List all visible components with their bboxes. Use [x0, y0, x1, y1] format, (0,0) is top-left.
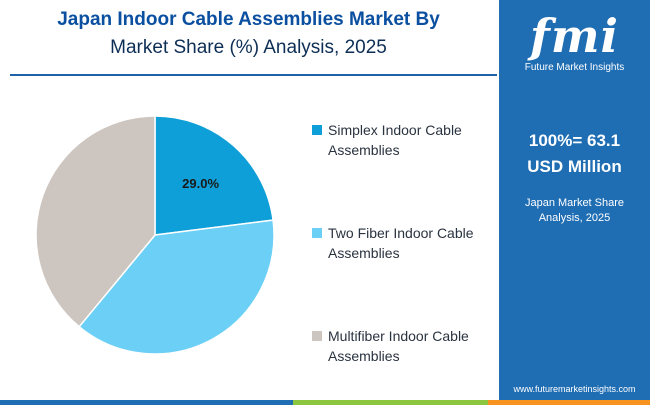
panel-note: Japan Market Share Analysis, 2025 [499, 196, 650, 226]
bottom-bar-segment-3 [487, 400, 650, 405]
panel-note-line1: Japan Market Share [524, 197, 625, 209]
legend-label: Two Fiber Indoor Cable Assemblies [328, 223, 474, 263]
pie-slice-1 [154, 115, 274, 236]
chart-title-line1: Japan Indoor Cable Assemblies Market By [57, 9, 440, 30]
chart-title-line2: Market Share (%) Analysis, 2025 [110, 37, 387, 58]
legend-label: Multifiber Indoor Cable Assemblies [328, 326, 469, 366]
total-value: 100%= 63.1 USD Million [499, 128, 650, 180]
website-url[interactable]: www.futuremarketinsights.com [513, 384, 636, 394]
logo-letters: fmi [530, 9, 619, 63]
panel-note-line2: Analysis, 2025 [538, 212, 611, 224]
legend-label-line2: Assemblies [328, 245, 400, 261]
bottom-bar-segment-1 [0, 400, 293, 405]
legend-label-line2: Assemblies [328, 348, 400, 364]
bottom-bar-segment-2 [292, 400, 488, 405]
legend-item-1: Simplex Indoor Cable Assemblies [312, 120, 462, 160]
title-divider [10, 74, 497, 76]
legend-item-3: Multifiber Indoor Cable Assemblies [312, 326, 469, 366]
side-panel: fmi Future Market Insights 100%= 63.1 US… [499, 0, 650, 405]
pie-data-label-1: 29.0% [182, 176, 219, 191]
legend-label-line1: Multifiber Indoor Cable [328, 328, 469, 344]
pie-chart: 29.0% [35, 115, 275, 355]
total-value-line1: 100%= 63.1 [528, 131, 621, 150]
legend-label-line1: Two Fiber Indoor Cable [328, 225, 474, 241]
legend-label-line1: Simplex Indoor Cable [328, 122, 462, 138]
fmi-logo: fmi Future Market Insights [499, 10, 650, 74]
pie-slice-3 [35, 115, 156, 328]
legend-swatch [312, 331, 322, 341]
legend-swatch [312, 228, 322, 238]
legend-label: Simplex Indoor Cable Assemblies [328, 120, 462, 160]
total-value-line2: USD Million [527, 157, 622, 176]
legend-label-line2: Assemblies [328, 142, 400, 158]
chart-title: Japan Indoor Cable Assemblies Market By … [0, 6, 497, 62]
legend-swatch [312, 125, 322, 135]
bottom-color-bar [0, 400, 650, 405]
logo-subtitle: Future Market Insights [524, 62, 625, 73]
legend-item-2: Two Fiber Indoor Cable Assemblies [312, 223, 474, 263]
pie-slice-2 [78, 219, 275, 355]
